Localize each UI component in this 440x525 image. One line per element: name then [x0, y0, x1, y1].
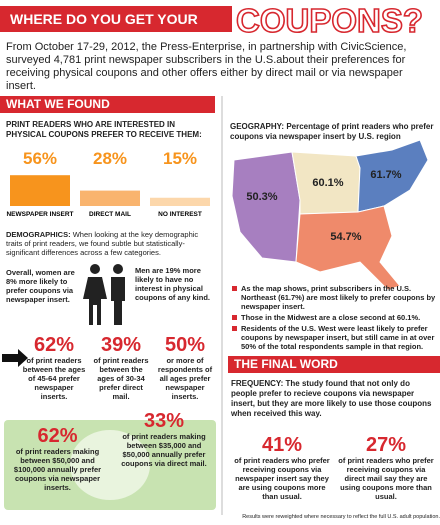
map: 50.3% 60.1% 61.7% 54.7% [231, 139, 429, 291]
frequency: FREQUENCY: The study found that not only… [231, 379, 437, 419]
bullets: As the map shows, print subscribers in t… [232, 284, 436, 353]
final-text: of print readers who prefer receiving co… [234, 456, 330, 501]
footnote: Results were reweighted where necessary … [242, 514, 440, 520]
stat: 50% or more of respondents of all ages pr… [154, 334, 216, 401]
region-label: 50.3% [246, 191, 277, 203]
income-figure: 62% [37, 425, 78, 447]
frequency-text: The study found that not only do people … [231, 379, 432, 418]
region-label: 61.7% [370, 169, 401, 181]
bar-label: NEWSPAPER INSERT [6, 211, 73, 218]
map-region [355, 139, 429, 213]
geography-lead: GEOGRAPHY: [230, 122, 285, 131]
bar [80, 190, 140, 206]
bar-value-label: 56% [23, 149, 57, 168]
final-stat: 41% of print readers who prefer receiving… [234, 434, 330, 501]
bar-label: NO INTEREST [158, 211, 202, 218]
income-text: of print readers making between $35,000 … [121, 432, 207, 468]
final-figure: 27% [365, 434, 407, 456]
question: PRINT READERS WHO ARE INTERESTED IN PHYS… [6, 120, 202, 139]
region-label: 60.1% [312, 177, 343, 189]
bar-value-label: 15% [163, 149, 197, 168]
stat-figure: 39% [100, 334, 142, 356]
map-region [295, 205, 401, 291]
stat-figure: 50% [164, 334, 206, 356]
women-text: Overall, women are 8% more likely to pre… [6, 268, 75, 304]
stat-text: of print readers between the ages of 45-… [22, 356, 86, 401]
bar-value-label: 28% [93, 149, 127, 168]
section-heading: WHAT WE FOUND [0, 96, 215, 113]
income-text: of print readers making between $50,000 … [13, 447, 102, 492]
bullet: Those in the Midwest are a close second … [232, 313, 436, 322]
map-region [231, 151, 301, 263]
frequency-lead: FREQUENCY: [231, 379, 284, 388]
geography-text: Percentage of print readers who prefer c… [230, 122, 434, 141]
income-figure: 33% [143, 410, 185, 432]
title-prefix: WHERE DO YOU GET YOUR [10, 11, 198, 27]
demographics-lead: DEMOGRAPHICS: [6, 230, 71, 239]
title-main: COUPONS? [236, 2, 423, 39]
bar [10, 175, 70, 206]
region-label: 54.7% [330, 231, 361, 243]
bullet: Residents of the U.S. West were least li… [232, 324, 436, 351]
income-stat: 33% of print readers making between $35,0… [116, 410, 212, 468]
stat: 39% of print readers between the ages of … [90, 334, 152, 401]
bar-label: DIRECT MAIL [89, 211, 131, 218]
geography-heading: GEOGRAPHY: Percentage of print readers w… [230, 122, 436, 142]
stat-text: of print readers between the ages of 30-… [93, 356, 149, 401]
bullet: As the map shows, print subscribers in t… [232, 284, 436, 311]
banknote-oval [70, 430, 150, 500]
title-band [0, 6, 232, 32]
men-text: Men are 19% more likely to have no inter… [135, 266, 211, 302]
final-text: of print readers who prefer receiving co… [338, 456, 434, 501]
stat: 62% of print readers between the ages of … [22, 334, 86, 401]
final-stat: 27% of print readers who prefer receiving… [338, 434, 434, 501]
final-figure: 41% [261, 434, 303, 456]
intro: From October 17-29, 2012, the Press-Ente… [6, 41, 407, 92]
bar [150, 197, 210, 206]
demographics: DEMOGRAPHICS: When looking at the key de… [6, 230, 216, 257]
arrow [2, 349, 28, 367]
people-icon [83, 264, 125, 325]
income-stat: 62% of print readers making between $50,0… [10, 425, 105, 492]
section-heading: THE FINAL WORD [228, 356, 440, 373]
stat-figure: 62% [33, 334, 75, 356]
demographics-text: When looking at the key demographic trai… [6, 230, 199, 257]
stat-text: or more of respondents of all ages prefe… [157, 356, 213, 401]
